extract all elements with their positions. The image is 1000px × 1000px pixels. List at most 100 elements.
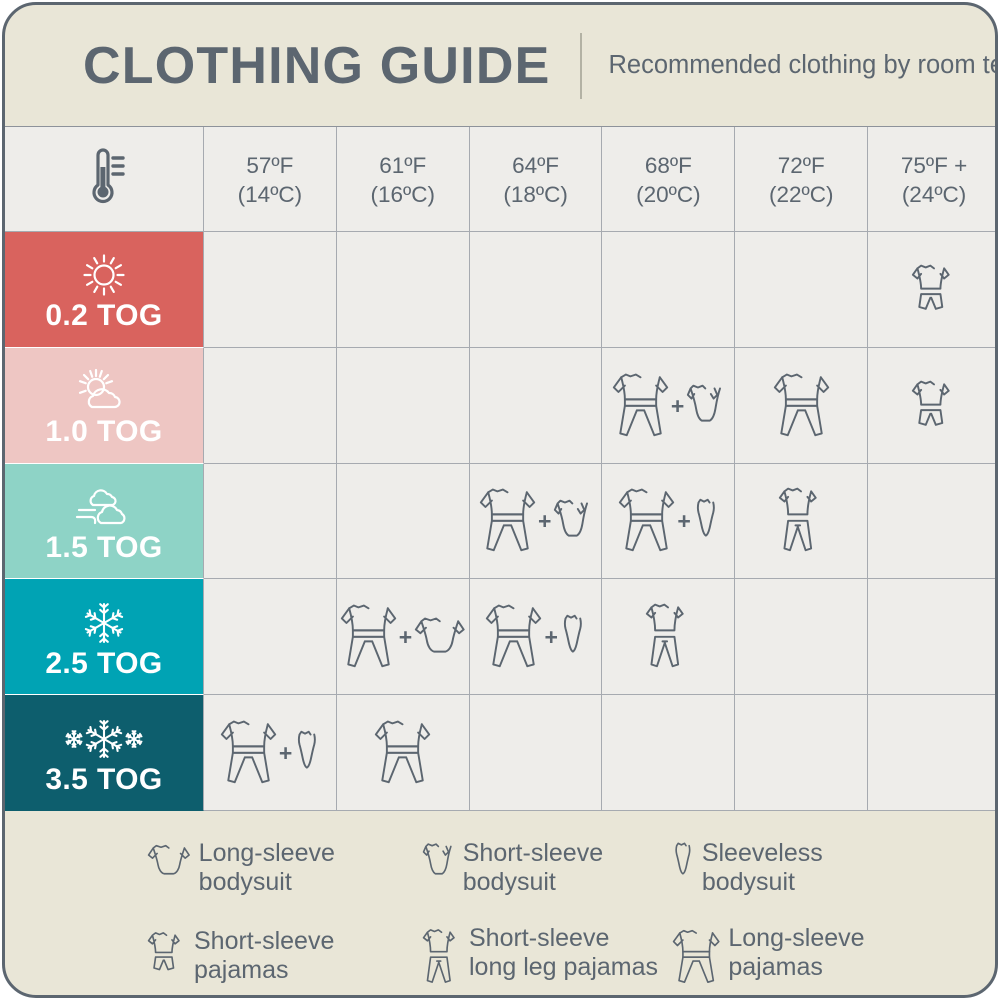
short-sleeve-bodysuit-icon xyxy=(422,841,455,882)
long-sleeve-pajamas-icon xyxy=(672,926,720,989)
windy-clouds-icon xyxy=(73,482,135,532)
recommendation-cell-r1-c6 xyxy=(868,232,995,348)
garment-combo xyxy=(645,600,691,673)
recommendation-cell-r4-c1 xyxy=(204,579,337,696)
garment-combo xyxy=(374,716,431,789)
plus-separator: + xyxy=(398,624,413,651)
recommendation-cell-r3-c4: + xyxy=(602,463,736,580)
card-header: CLOTHING GUIDE Recommended clothing by r… xyxy=(5,5,995,126)
column-header-1: 57ºF (14ºC) xyxy=(204,127,337,232)
column-header-celsius: (14ºC) xyxy=(237,182,303,207)
recommendation-cell-r2-c5 xyxy=(735,347,869,464)
column-header-fahrenheit: 64ºF xyxy=(512,152,560,178)
recommendation-cell-r5-c2 xyxy=(336,695,470,811)
column-header-4: 68ºF (20ºC) xyxy=(602,127,736,232)
three-snowflakes-icon xyxy=(61,714,147,764)
tog-value: 0.2 TOG xyxy=(45,299,163,333)
long-sleeve-pajamas-icon xyxy=(612,369,669,442)
short-sleeve-bodysuit-icon xyxy=(686,382,725,429)
table-corner-cell xyxy=(5,127,204,232)
garment-combo xyxy=(778,484,824,557)
long-sleeve-bodysuit-icon xyxy=(414,613,466,660)
header-divider xyxy=(580,32,583,99)
legend-item-long-sleeve-bodysuit: Long-sleeve bodysuit xyxy=(147,839,422,897)
plus-separator: + xyxy=(677,508,691,535)
column-header-5: 72ºF (22ºC) xyxy=(735,127,869,232)
recommendation-cell-r3-c5 xyxy=(735,463,869,580)
recommendation-cell-r5-c5 xyxy=(735,695,869,811)
long-sleeve-bodysuit-icon xyxy=(147,841,191,882)
legend-item-long-sleeve-pajamas: Long-sleeve pajamas xyxy=(672,923,995,989)
legend-label: Short-sleeve bodysuit xyxy=(462,839,604,896)
plus-separator: + xyxy=(670,392,685,419)
tog-value: 2.5 TOG xyxy=(45,646,163,680)
legend-label: Sleeveless bodysuit xyxy=(701,839,823,896)
tog-value: 1.0 TOG xyxy=(45,415,163,449)
legend-row-2: Short-sleeve pajamas Short-sleeve long le… xyxy=(5,912,995,995)
recommendation-cell-r4-c5 xyxy=(735,579,869,696)
garment-combo xyxy=(911,261,957,318)
sleeveless-bodysuit-icon xyxy=(672,841,694,882)
legend-label: Long-sleeve bodysuit xyxy=(198,839,335,896)
long-sleeve-pajamas-icon xyxy=(374,716,431,789)
column-header-fahrenheit: 68ºF xyxy=(644,152,692,178)
recommendation-cell-r2-c3 xyxy=(469,347,603,464)
garment-combo: + xyxy=(612,369,725,442)
column-header-celsius: (20ºC) xyxy=(636,182,701,207)
recommendation-cell-r5-c6 xyxy=(868,695,995,811)
recommendation-cell-r1-c1 xyxy=(204,232,337,348)
sun-icon xyxy=(80,250,128,300)
recommendation-cell-r3-c3: + xyxy=(469,463,603,580)
long-sleeve-pajamas-icon xyxy=(340,600,397,673)
legend-label: Short-sleeve long leg pajamas xyxy=(469,923,659,981)
garment-combo: + xyxy=(340,600,466,673)
short-sleeve-long-leg-pajamas-icon xyxy=(645,600,691,673)
recommendation-cell-r4-c3: + xyxy=(469,579,603,696)
column-header-3: 64ºF (18ºC) xyxy=(469,127,603,232)
legend-label: Long-sleeve pajamas xyxy=(728,923,865,981)
recommendation-cell-r5-c4 xyxy=(602,695,736,811)
recommendation-cell-r3-c2 xyxy=(336,463,470,580)
column-header-celsius: (18ºC) xyxy=(503,182,568,207)
column-header-6: 75ºF + (24ºC) xyxy=(868,127,995,232)
header-subtitle: Recommended clothing by room temperature… xyxy=(608,51,995,80)
page-title: CLOTHING GUIDE xyxy=(83,36,551,95)
tog-row-label-5: 3.5 TOG xyxy=(5,695,204,811)
garment-combo: + xyxy=(485,600,585,673)
recommendation-cell-r5-c3 xyxy=(469,695,603,811)
recommendation-cell-r1-c3 xyxy=(469,232,603,348)
short-sleeve-long-leg-pajamas-icon xyxy=(778,484,824,557)
recommendation-cell-r5-c1: + xyxy=(204,695,337,811)
recommendation-cell-r2-c2 xyxy=(336,347,470,464)
sleeveless-bodysuit-icon xyxy=(294,729,320,776)
long-sleeve-pajamas-icon xyxy=(618,484,675,557)
column-header-fahrenheit: 61ºF xyxy=(379,152,427,178)
sun-behind-cloud-icon xyxy=(74,366,134,416)
recommendation-cell-r3-c1 xyxy=(204,463,337,580)
long-sleeve-pajamas-icon xyxy=(485,600,542,673)
legend-item-short-sleeve-bodysuit: Short-sleeve bodysuit xyxy=(422,839,672,897)
short-sleeve-bodysuit-icon xyxy=(553,497,592,544)
legend-item-sleeveless-bodysuit: Sleeveless bodysuit xyxy=(672,839,995,897)
plus-separator: + xyxy=(278,740,293,767)
snowflake-icon xyxy=(80,598,128,648)
tog-row-label-1: 0.2 TOG xyxy=(5,232,204,348)
recommendation-cell-r4-c4 xyxy=(602,579,736,696)
tog-row-label-3: 1.5 TOG xyxy=(5,463,204,580)
sleeveless-bodysuit-icon xyxy=(693,497,719,544)
recommendation-cell-r4-c2: + xyxy=(336,579,470,696)
recommendation-cell-r1-c5 xyxy=(735,232,869,348)
recommendation-cell-r2-c1 xyxy=(204,347,337,464)
plus-separator: + xyxy=(544,624,558,651)
recommendation-cell-r2-c4: + xyxy=(602,347,736,464)
plus-separator: + xyxy=(538,508,552,535)
legend-item-short-sleeve-long-leg-pajamas: Short-sleeve long leg pajamas xyxy=(422,924,672,989)
garment-combo xyxy=(911,377,957,434)
legend-row-1: Long-sleeve bodysuit Short-sleeve bodysui… xyxy=(5,824,995,912)
column-header-fahrenheit: 75ºF + xyxy=(900,152,968,178)
column-header-2: 61ºF (16ºC) xyxy=(336,127,470,232)
recommendation-cell-r3-c6 xyxy=(868,463,995,580)
garment-combo xyxy=(773,369,830,442)
column-header-celsius: (16ºC) xyxy=(370,182,435,207)
